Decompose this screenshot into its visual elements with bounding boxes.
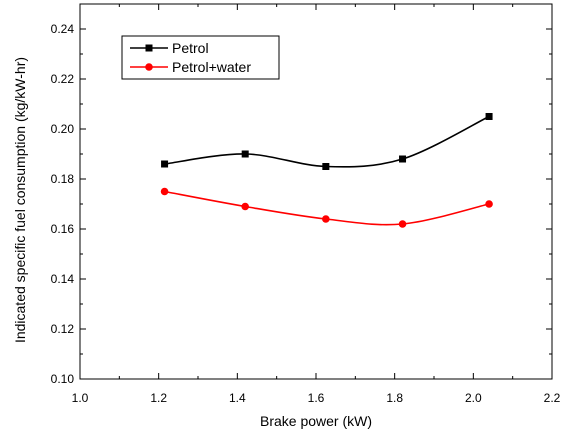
- y-axis-title: Indicated specific fuel consumption (kg/…: [12, 57, 28, 343]
- x-tick-label: 1.6: [308, 391, 325, 405]
- legend-label: Petrol: [172, 40, 209, 56]
- x-tick-label: 1.8: [386, 391, 403, 405]
- legend-marker-circle: [145, 63, 153, 71]
- series-petrol-water: [160, 187, 493, 228]
- y-tick-label: 0.18: [51, 172, 75, 186]
- data-point-circle: [160, 187, 169, 196]
- y-tick-label: 0.22: [51, 72, 75, 86]
- data-point-circle: [485, 200, 493, 208]
- x-tick-label: 1.0: [72, 391, 89, 405]
- y-tick-label: 0.14: [51, 272, 75, 286]
- series-petrol: [161, 113, 493, 170]
- y-tick-label: 0.24: [51, 22, 75, 36]
- x-tick-label: 1.4: [229, 391, 246, 405]
- x-axis-title: Brake power (kW): [260, 413, 372, 429]
- legend-label: Petrol+water: [172, 59, 251, 75]
- data-point-circle: [322, 215, 330, 223]
- y-tick-label: 0.10: [51, 372, 75, 386]
- x-tick-label: 2.2: [544, 391, 561, 405]
- legend-marker-square: [145, 44, 153, 52]
- y-tick-label: 0.16: [51, 222, 75, 236]
- data-point-square: [161, 160, 169, 168]
- data-point-square: [241, 150, 249, 158]
- x-tick-label: 1.2: [150, 391, 167, 405]
- data-point-square: [485, 113, 493, 120]
- data-series: [160, 113, 493, 228]
- legend: Petrol Petrol+water: [121, 35, 280, 80]
- x-tick-label: 2.0: [465, 391, 482, 405]
- series-line: [164, 115, 490, 168]
- axis-ticks: 1.0 1.2 1.4 1.6 1.8 2.0 2.2 0.10 0.12 0.14 0.16 0.1…: [51, 3, 561, 405]
- y-tick-label: 0.20: [51, 122, 75, 136]
- y-tick-label: 0.12: [51, 322, 75, 336]
- data-point-square: [322, 163, 330, 170]
- data-point-circle: [241, 202, 249, 211]
- legend-box: [121, 35, 280, 80]
- data-point-square: [399, 155, 407, 163]
- data-point-circle: [398, 220, 407, 228]
